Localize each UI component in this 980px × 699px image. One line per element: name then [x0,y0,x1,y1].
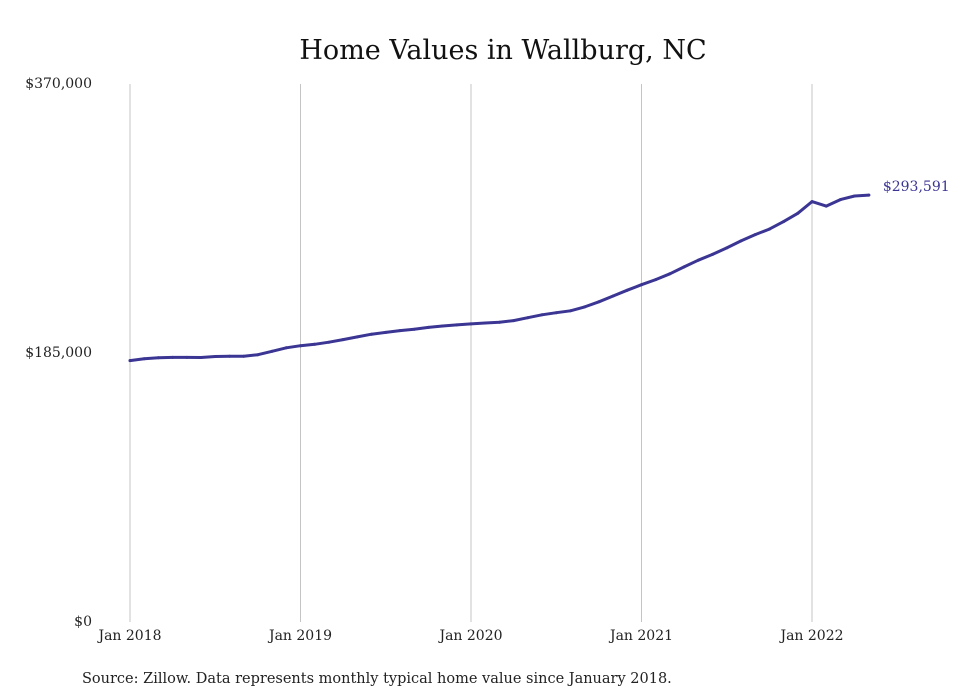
y-tick-label: $370,000 [25,76,92,92]
data-point [810,200,814,204]
data-point [640,283,643,287]
data-point [838,198,842,202]
data-point [469,322,473,326]
data-point [199,356,203,359]
data-point [753,233,757,237]
data-point [782,220,786,224]
last-value-label: $293,591 [883,179,950,195]
data-point [682,265,686,269]
data-point [767,227,771,231]
data-point [554,311,558,315]
data-point [483,321,487,325]
data-point [156,356,160,360]
home-value-line [128,193,871,363]
data-point [270,349,274,353]
data-point [384,330,388,334]
data-point [327,340,331,344]
x-tick-label: Jan 2021 [608,628,673,644]
y-tick-label: $185,000 [25,345,92,361]
data-point [228,354,231,358]
data-point [398,329,402,333]
data-point [583,305,587,309]
data-point [696,258,700,262]
data-point [185,355,189,359]
data-point [625,288,629,292]
data-point [284,346,288,350]
data-point [299,344,302,348]
data-point [313,342,317,346]
data-point [824,204,828,208]
data-point [725,246,729,250]
data-point [256,353,260,357]
x-tick-label: Jan 2019 [267,628,332,644]
data-point [242,354,246,358]
y-axis-ticks: $0 $185,000 $370,000 [25,76,92,630]
data-point [739,239,743,243]
data-point [497,320,501,324]
x-tick-label: Jan 2022 [778,628,843,644]
source-note: Source: Zillow. Data represents monthly … [82,671,672,687]
data-point [426,325,430,329]
data-point [796,211,800,215]
data-point [867,193,871,197]
data-point [668,272,672,276]
data-point [512,319,516,323]
home-value-points [128,193,871,363]
data-point [370,332,373,336]
data-point [412,327,416,331]
data-point [213,355,217,358]
data-point [171,355,175,359]
x-tick-label: Jan 2020 [437,628,502,644]
x-tick-label: Jan 2018 [96,628,161,644]
data-point [853,194,857,198]
x-axis-ticks: Jan 2018 Jan 2019 Jan 2020 Jan 2021 Jan 2022 [96,628,843,644]
data-point [341,338,345,342]
data-point [540,313,544,317]
data-point [441,324,445,328]
data-point [355,335,359,339]
chart-title: Home Values in Wallburg, NC [299,35,706,66]
data-point [128,359,132,363]
data-point [597,300,601,304]
data-point [611,294,615,298]
data-point [711,252,714,256]
data-point [455,323,459,327]
data-point [569,309,572,313]
y-tick-label: $0 [74,614,92,630]
data-point [142,357,146,361]
vertical-grid [129,84,813,622]
data-point [526,316,530,320]
data-point [654,278,658,282]
